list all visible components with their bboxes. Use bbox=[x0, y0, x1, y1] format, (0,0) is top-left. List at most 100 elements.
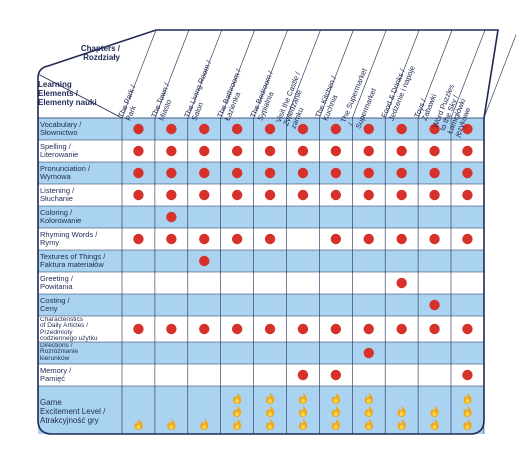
flame-core bbox=[465, 411, 470, 417]
flame-icon bbox=[430, 406, 439, 417]
flame-core bbox=[333, 411, 338, 417]
row-band bbox=[38, 364, 484, 386]
row-band bbox=[38, 206, 484, 228]
feature-dot bbox=[199, 167, 210, 179]
feature-dot bbox=[330, 167, 342, 179]
header-divider bbox=[154, 29, 190, 119]
row-label: Coloring / Kolorowanie bbox=[40, 209, 82, 225]
feature-dot bbox=[297, 123, 309, 135]
feature-dot bbox=[297, 323, 309, 335]
flame-core bbox=[432, 424, 437, 430]
flame-core bbox=[169, 424, 174, 430]
feature-dot bbox=[462, 323, 473, 335]
header-divider bbox=[384, 29, 420, 119]
feature-dot bbox=[429, 233, 440, 245]
flame-icon bbox=[233, 393, 242, 404]
flame-core bbox=[268, 424, 273, 430]
feature-dot bbox=[462, 123, 473, 135]
feature-dot bbox=[264, 189, 276, 201]
feature-dot bbox=[166, 189, 177, 201]
feature-dot bbox=[429, 323, 440, 335]
feature-dot bbox=[199, 233, 210, 245]
row-label: Memory / Pamięć bbox=[40, 367, 72, 383]
chapters-header: Chapters / Rozdziały bbox=[80, 44, 120, 62]
feature-dot bbox=[231, 189, 243, 201]
feature-dot bbox=[363, 347, 374, 359]
feature-dot bbox=[133, 123, 144, 135]
flame-icon bbox=[364, 393, 373, 404]
flame-icon bbox=[298, 393, 308, 404]
feature-dot bbox=[199, 123, 210, 135]
header-divider bbox=[417, 29, 453, 119]
feature-dot bbox=[396, 145, 407, 157]
feature-dot bbox=[133, 323, 144, 335]
feature-dot bbox=[429, 189, 440, 201]
flame-icon bbox=[266, 419, 275, 430]
feature-dot bbox=[133, 167, 144, 179]
row-label: Greeting / Powitania bbox=[40, 275, 73, 291]
feature-dot bbox=[396, 167, 407, 179]
flame-core bbox=[235, 398, 240, 404]
row-band bbox=[38, 316, 484, 342]
row-label: Rhyming Words / Rymy bbox=[40, 231, 98, 247]
feature-dot bbox=[396, 189, 407, 201]
flame-core bbox=[300, 411, 305, 417]
row-label: Characteristics of Daily Articles / Prze… bbox=[40, 316, 98, 342]
feature-dot bbox=[363, 189, 374, 201]
flame-core bbox=[268, 411, 273, 417]
feature-dot bbox=[330, 233, 342, 245]
row-band bbox=[38, 184, 484, 206]
feature-dot bbox=[199, 189, 210, 201]
flame-core bbox=[300, 398, 305, 404]
flame-icon bbox=[233, 419, 242, 430]
row-band bbox=[38, 272, 484, 294]
flame-icon bbox=[430, 419, 439, 430]
feature-dot bbox=[396, 123, 407, 135]
flame-icon bbox=[463, 406, 472, 417]
flame-icon bbox=[134, 419, 143, 430]
row-label: Listening / Słuchanie bbox=[40, 187, 75, 203]
row-band bbox=[38, 342, 484, 364]
game-row-band bbox=[38, 386, 484, 434]
flame-icon bbox=[364, 406, 373, 417]
feature-dot bbox=[429, 145, 440, 157]
header-divider bbox=[187, 29, 223, 119]
feature-dot bbox=[363, 167, 374, 179]
feature-dot bbox=[199, 323, 210, 335]
feature-dot bbox=[330, 123, 342, 135]
feature-dot bbox=[231, 167, 243, 179]
corner-diagonal bbox=[37, 73, 123, 119]
feature-dot bbox=[363, 323, 374, 335]
feature-dot bbox=[396, 323, 407, 335]
feature-dot bbox=[264, 323, 276, 335]
flame-core bbox=[300, 424, 305, 430]
feature-dot bbox=[297, 145, 309, 157]
feature-dot bbox=[429, 123, 440, 135]
feature-dot bbox=[330, 323, 342, 335]
row-band bbox=[38, 250, 484, 272]
feature-dot bbox=[264, 167, 276, 179]
flame-icon bbox=[397, 419, 406, 430]
feature-dot bbox=[462, 233, 473, 245]
feature-dot bbox=[297, 189, 309, 201]
flame-icon bbox=[298, 419, 308, 430]
flame-core bbox=[235, 411, 240, 417]
header-divider bbox=[352, 29, 387, 119]
flame-icon bbox=[397, 406, 406, 417]
header-divider bbox=[286, 29, 321, 119]
feature-dot bbox=[429, 299, 440, 311]
feature-dot bbox=[462, 167, 473, 179]
feature-dot bbox=[462, 145, 473, 157]
feature-dot bbox=[166, 211, 177, 223]
flame-icon bbox=[200, 419, 209, 430]
feature-dot bbox=[166, 123, 177, 135]
feature-dot bbox=[133, 189, 144, 201]
feature-dot bbox=[462, 369, 473, 381]
feature-dot bbox=[166, 323, 177, 335]
flame-icon bbox=[167, 419, 176, 430]
feature-dot bbox=[330, 369, 342, 381]
feature-dot bbox=[166, 145, 177, 157]
flame-icon bbox=[298, 406, 308, 417]
flame-core bbox=[366, 411, 371, 417]
